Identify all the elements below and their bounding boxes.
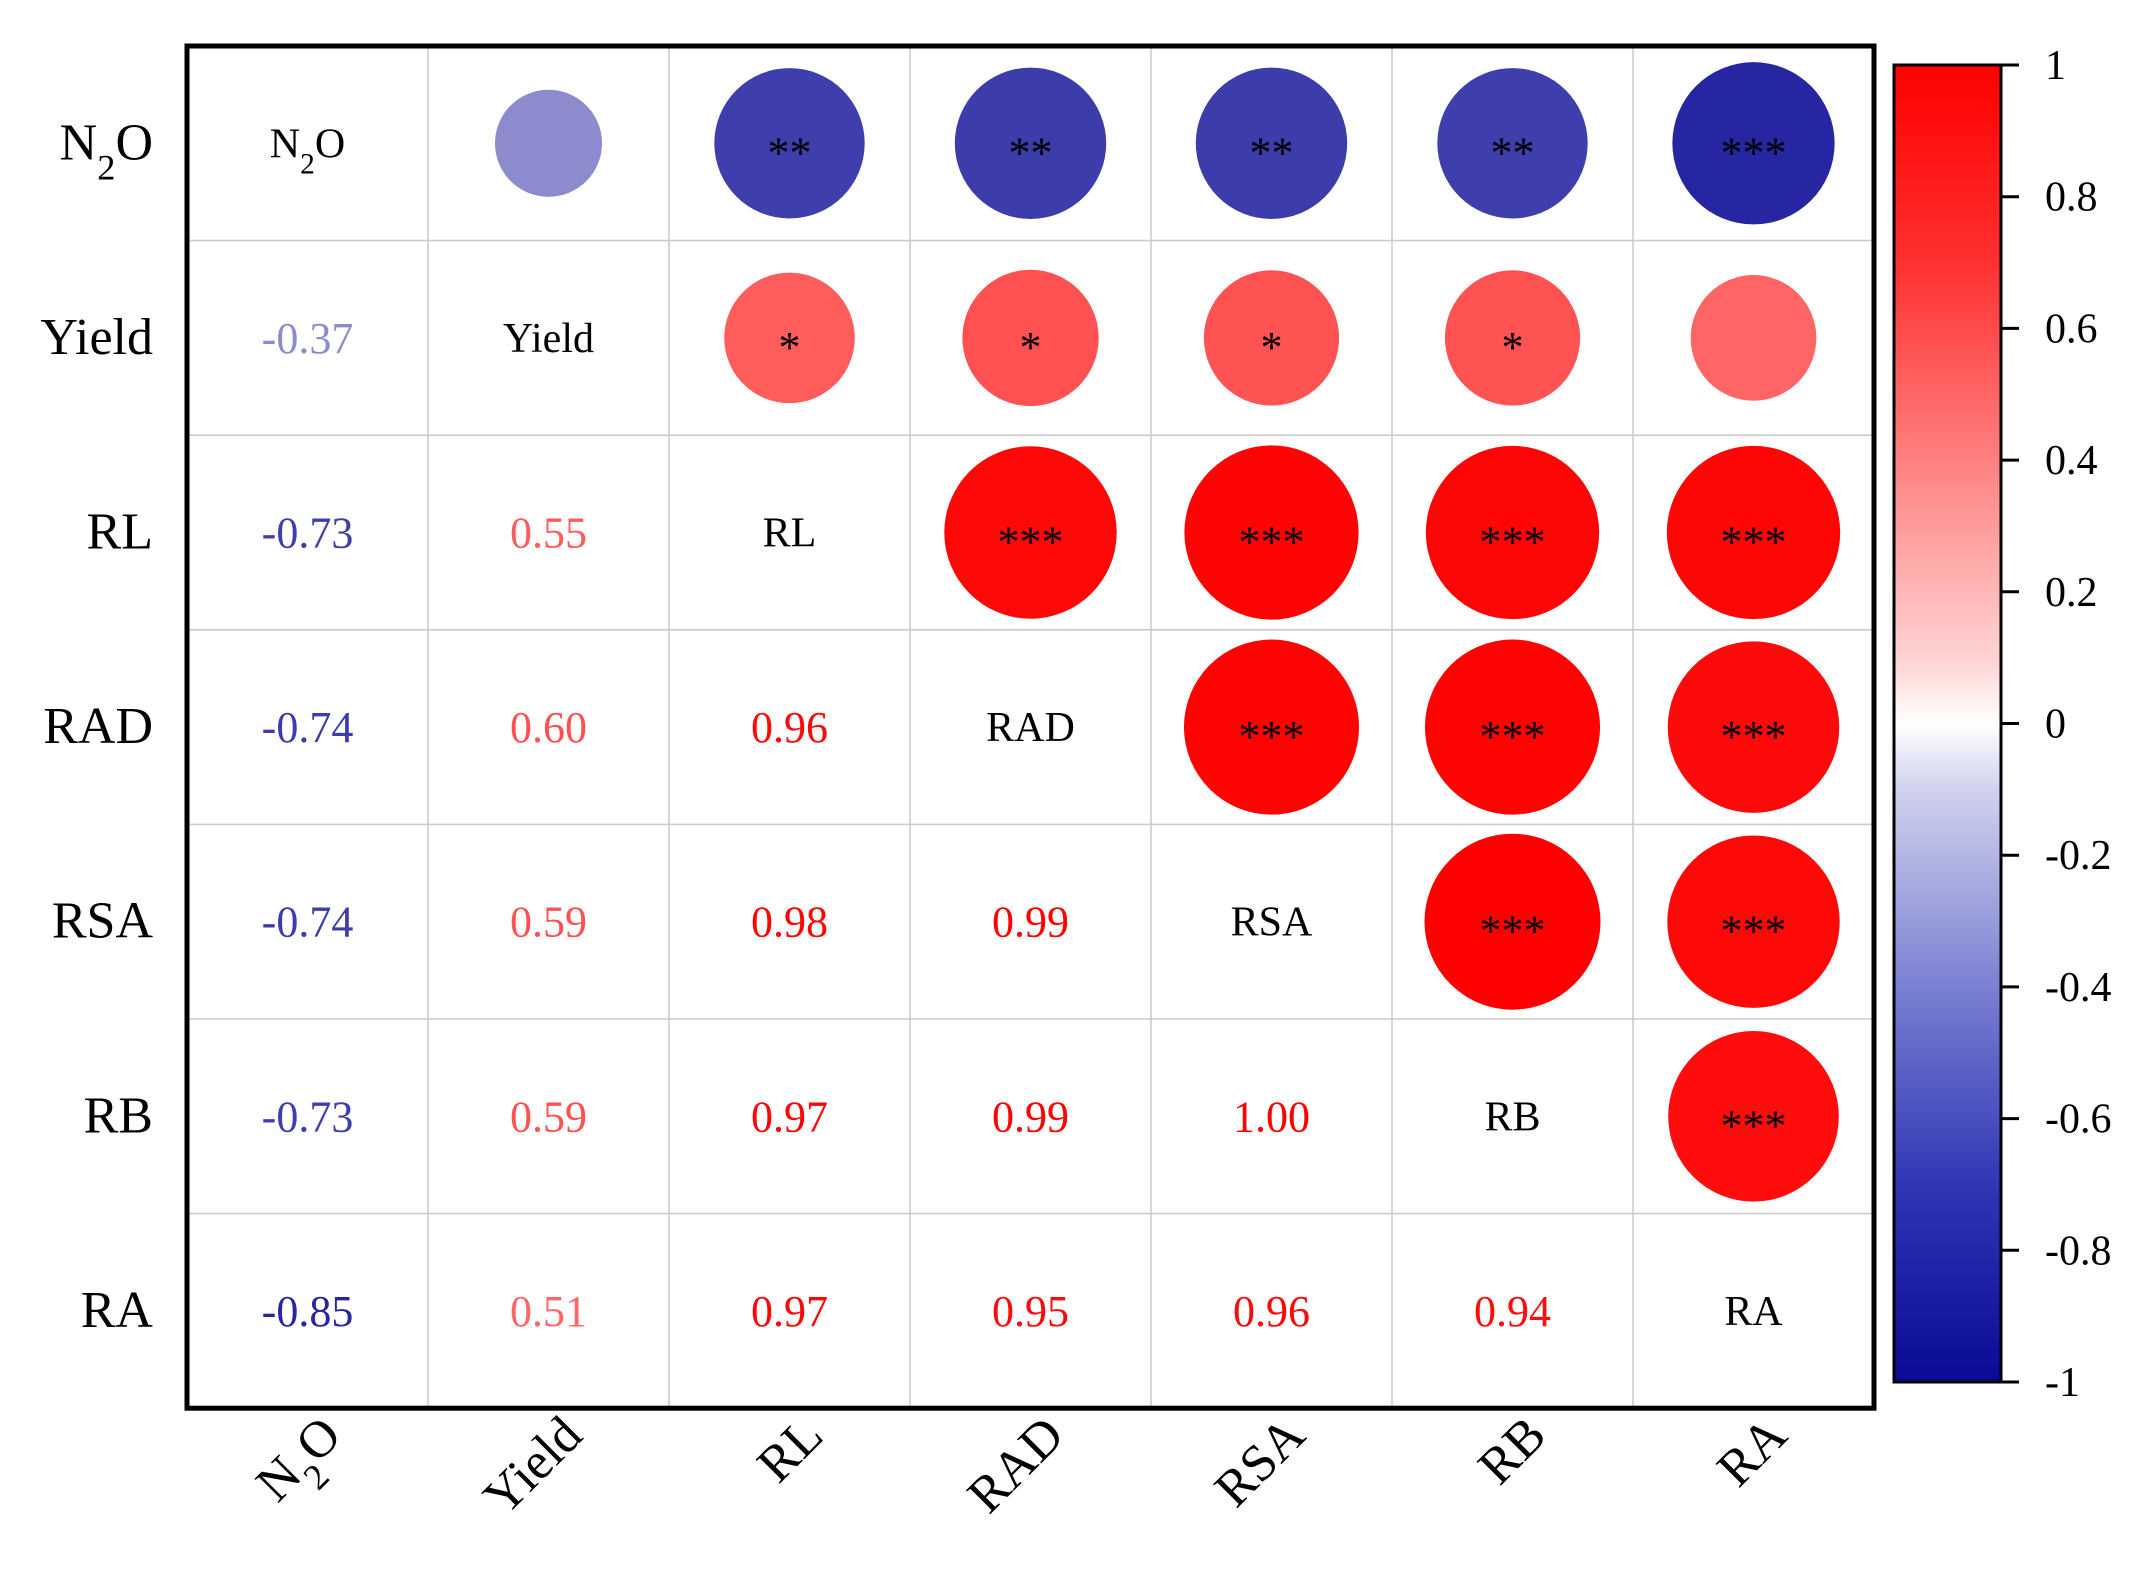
diagonal-label: Yield — [503, 316, 594, 362]
colorbar-tick-label: 1 — [2045, 43, 2066, 89]
matrix-grid — [184, 43, 1877, 1411]
significance-marker: ** — [1491, 128, 1535, 177]
correlation-circle — [1424, 639, 1601, 815]
correlation-value: 0.59 — [510, 1092, 587, 1141]
correlation-circle — [954, 67, 1107, 220]
correlation-value: -0.85 — [262, 1287, 354, 1336]
correlation-value: 0.98 — [751, 898, 828, 947]
correlation-value: 1.00 — [1233, 1092, 1310, 1141]
colorbar-tick-label: -0.4 — [2045, 965, 2112, 1011]
row-label: RL — [87, 504, 153, 561]
correlation-value: 0.95 — [992, 1287, 1069, 1336]
correlation-circle — [1425, 445, 1600, 620]
diagonal-label: RSA — [1231, 900, 1313, 946]
significance-marker: ** — [768, 128, 812, 177]
diagonal-label: RAD — [986, 705, 1075, 751]
column-label: Yield — [473, 1406, 593, 1526]
row-label: RA — [81, 1282, 154, 1339]
correlation-circle — [944, 446, 1117, 619]
correlation-value: 0.99 — [992, 898, 1069, 947]
colorbar-tick-label: 0.2 — [2045, 570, 2098, 616]
correlation-value: -0.73 — [262, 509, 354, 558]
colorbar-tick-label: 0 — [2045, 702, 2066, 748]
correlation-value: 0.96 — [1233, 1287, 1310, 1336]
correlation-value: 0.94 — [1474, 1287, 1551, 1336]
correlation-circle — [1668, 1030, 1839, 1202]
significance-marker: *** — [1480, 518, 1546, 567]
row-label: RAD — [43, 698, 153, 755]
colorbar: 1 0.8 0.6 0.4 0.2 0 -0.2 -0.4 -0.6 -0.8 -1 — [1892, 43, 2112, 1406]
significance-marker: *** — [1480, 712, 1546, 761]
correlation-circle — [1667, 641, 1840, 813]
column-label: RL — [747, 1406, 834, 1493]
significance-marker: *** — [1721, 518, 1787, 567]
correlation-value: -0.74 — [262, 898, 354, 947]
correlation-circle — [962, 269, 1099, 407]
correlation-circle — [1183, 639, 1360, 815]
correlation-value: -0.74 — [262, 703, 354, 752]
correlation-value: 0.96 — [751, 703, 828, 752]
correlation-value: 0.51 — [510, 1287, 587, 1336]
colorbar-tick-label: -0.8 — [2045, 1228, 2112, 1274]
column-label: RA — [1707, 1406, 1799, 1498]
significance-marker: ** — [1250, 128, 1294, 177]
colorbar-tick-label: -1 — [2045, 1360, 2080, 1406]
colorbar-tick-label: -0.6 — [2045, 1097, 2112, 1143]
column-label: N2O — [246, 1406, 364, 1524]
significance-marker: *** — [1721, 1101, 1787, 1150]
significance-marker: *** — [1721, 712, 1787, 761]
correlation-circle — [714, 68, 865, 219]
colorbar-tick-label: -0.2 — [2045, 833, 2112, 879]
correlation-value: -0.73 — [262, 1092, 354, 1141]
column-label: RAD — [957, 1406, 1075, 1524]
colorbar-tick-label: 0.4 — [2045, 438, 2098, 484]
correlation-circle — [1667, 835, 1840, 1008]
row-label: RSA — [52, 893, 154, 950]
significance-marker: * — [1261, 323, 1283, 372]
significance-marker: * — [1020, 323, 1042, 372]
correlation-value: 0.59 — [510, 898, 587, 947]
correlation-value: 0.60 — [510, 703, 587, 752]
correlation-circle — [1424, 833, 1601, 1010]
significance-marker: *** — [1721, 128, 1787, 177]
plot-frame — [184, 43, 1877, 1411]
diagonal-label: RB — [1484, 1094, 1540, 1140]
column-label: RSA — [1204, 1406, 1316, 1518]
diagonal-label: RL — [763, 511, 817, 557]
row-label: N2O — [60, 114, 153, 187]
significance-marker: *** — [1480, 907, 1546, 956]
correlation-value: 0.55 — [510, 509, 587, 558]
correlation-value: 0.97 — [751, 1092, 828, 1141]
correlation-circle — [1184, 445, 1359, 620]
correlation-circle — [1690, 275, 1817, 401]
diagonal-label: N2O — [270, 121, 345, 180]
row-label: Yield — [40, 309, 153, 366]
correlation-circle — [1672, 62, 1835, 225]
correlation-circle — [1666, 445, 1841, 620]
correlation-value: 0.99 — [992, 1092, 1069, 1141]
matrix-cells: N2O ** ** ** ** ***-0.37 Yield * * * *-0.73 0.55 RL *… — [262, 62, 1841, 1336]
correlation-circle — [1437, 68, 1588, 219]
row-label: RB — [84, 1087, 153, 1144]
significance-marker: *** — [1239, 518, 1305, 567]
colorbar-gradient — [1892, 63, 2003, 1384]
correlation-circle — [1444, 270, 1581, 406]
correlation-circle — [494, 89, 603, 197]
significance-marker: * — [779, 323, 801, 372]
correlation-value: -0.37 — [262, 314, 354, 363]
correlation-circle — [724, 272, 855, 404]
significance-marker: *** — [1239, 712, 1305, 761]
correlation-value: 0.97 — [751, 1287, 828, 1336]
diagonal-label: RA — [1724, 1289, 1783, 1335]
significance-marker: * — [1502, 323, 1524, 372]
correlation-circle — [1195, 67, 1348, 220]
correlation-circle — [1203, 270, 1340, 406]
significance-marker: ** — [1009, 128, 1053, 177]
column-label: RB — [1468, 1406, 1557, 1495]
significance-marker: *** — [1721, 907, 1787, 956]
colorbar-tick-label: 0.8 — [2045, 175, 2098, 221]
significance-marker: *** — [998, 518, 1064, 567]
colorbar-tick-label: 0.6 — [2045, 306, 2098, 352]
